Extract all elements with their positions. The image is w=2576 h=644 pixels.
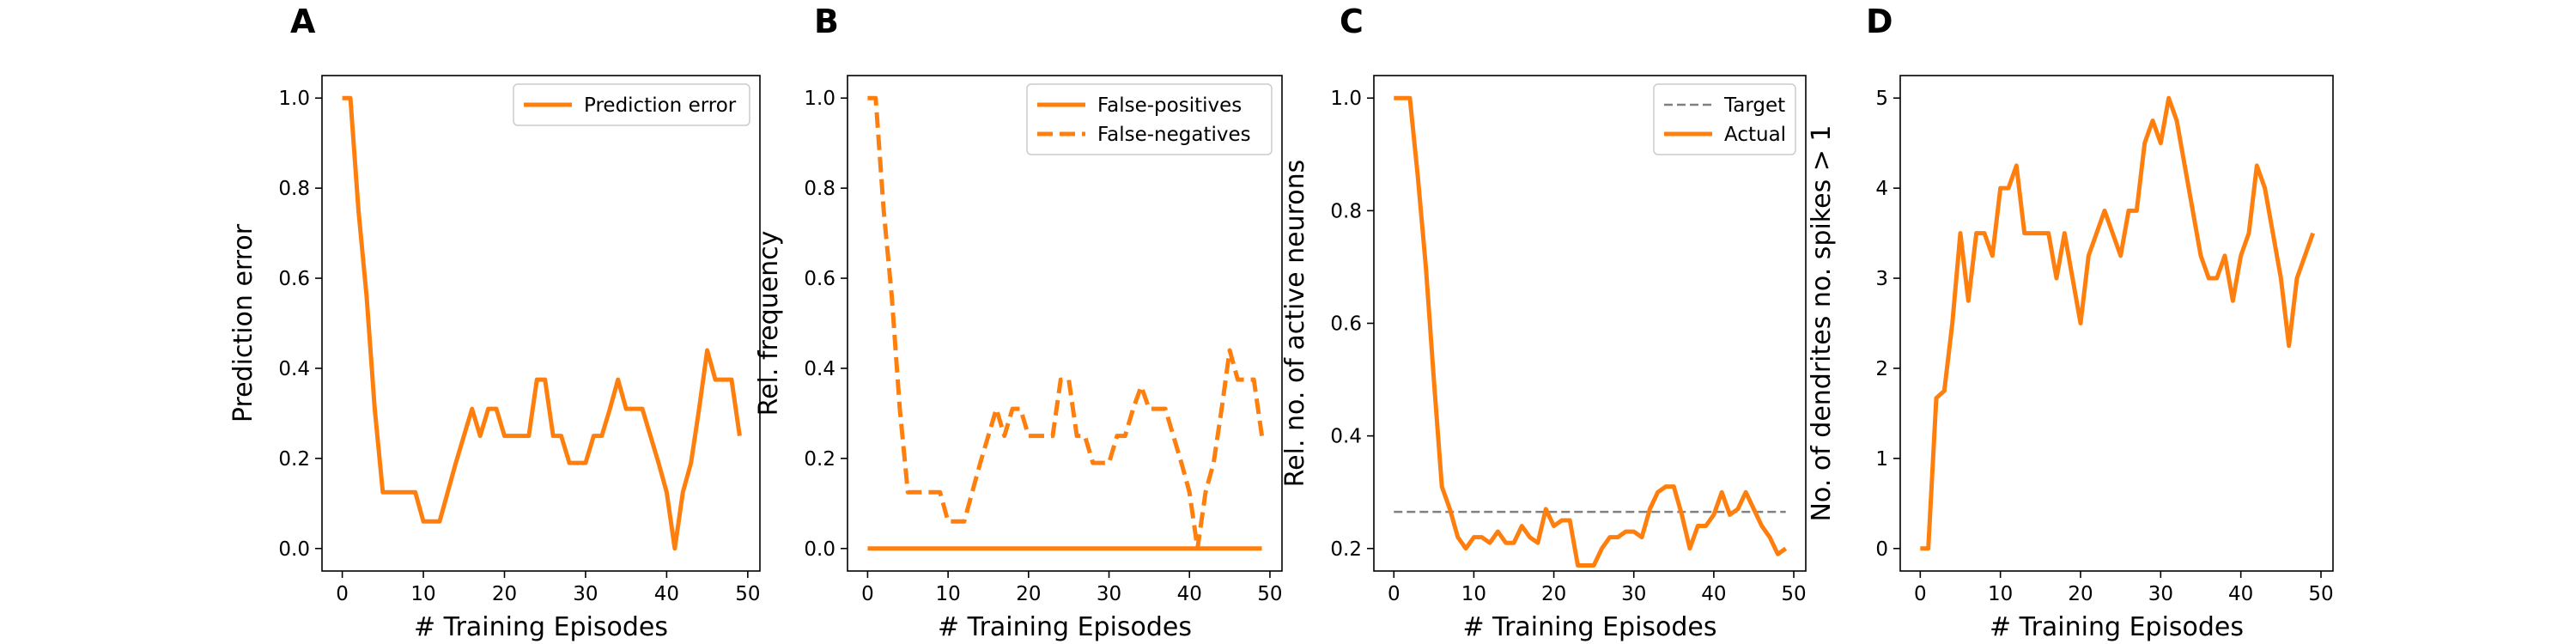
x-tick-label: 0 [1914, 583, 1927, 605]
y-tick-label: 1.0 [1330, 88, 1362, 110]
y-tick-label: 0.8 [278, 178, 310, 200]
series-line-false-negatives [867, 95, 1265, 551]
y-tick-label: 0.4 [1330, 426, 1362, 448]
legend-box [513, 83, 750, 126]
legend-entry: Target [1723, 94, 1785, 117]
y-tick-label: 0.2 [1330, 538, 1362, 561]
x-tick-label: 20 [492, 583, 517, 605]
series-line [1920, 95, 2316, 551]
x-tick-label: 10 [935, 583, 960, 605]
series-line-prediction-error [342, 95, 742, 551]
y-tick-label: 0.6 [804, 268, 835, 290]
legend-entry: False-positives [1097, 94, 1242, 117]
x-tick-label: 50 [2308, 583, 2333, 605]
legend-entry: Prediction error [584, 94, 737, 117]
x-tick-label: 40 [1177, 583, 1202, 605]
y-tick-label: 0.2 [804, 448, 835, 471]
x-tick-label: 0 [336, 583, 349, 605]
legend-entry: Actual [1724, 124, 1786, 146]
x-tick-label: 30 [1621, 583, 1646, 605]
y-tick-label: 0.0 [804, 538, 835, 561]
y-axis-label: Rel. frequency [754, 231, 784, 416]
x-tick-label: 50 [1257, 583, 1282, 605]
x-tick-label: 20 [2068, 583, 2093, 605]
x-axis-label: # Training Episodes [1990, 612, 2244, 642]
panel-letter: D [1866, 3, 1893, 40]
legend-box [1026, 83, 1273, 155]
y-tick-label: 0.0 [278, 538, 310, 561]
x-tick-label: 50 [735, 583, 760, 605]
x-tick-label: 10 [1461, 583, 1486, 605]
y-tick-label: 1.0 [278, 88, 310, 110]
x-tick-label: 40 [1701, 583, 1726, 605]
panel-letter: B [814, 3, 839, 40]
panel-b: B 0 10 20 30 40 50 0.0 0.2 0.4 0.6 0.8 1.0 # Training… [754, 3, 1283, 642]
legend-box [1653, 83, 1796, 155]
y-tick-label: 0.8 [804, 178, 835, 200]
axes-frame [1899, 75, 2334, 572]
y-tick-label: 0.4 [278, 358, 310, 380]
y-axis-label: Prediction error [228, 223, 258, 422]
x-tick-label: 0 [1388, 583, 1400, 605]
x-tick-label: 20 [1541, 583, 1566, 605]
x-tick-label: 20 [1016, 583, 1041, 605]
y-axis-label: No. of dendrites no. spikes > 1 [1807, 125, 1837, 521]
legend: False-positives False-negatives [1026, 83, 1273, 155]
x-tick-label: 30 [573, 583, 598, 605]
x-tick-label: 30 [2148, 583, 2173, 605]
x-tick-label: 10 [1988, 583, 2013, 605]
panel-c: C 0 10 20 30 40 50 0.2 0.4 0.6 0.8 1.0 # Training Ep… [1280, 3, 1807, 642]
legend: Prediction error [513, 83, 750, 126]
y-axis-label: Rel. no. of active neurons [1280, 160, 1310, 488]
panel-letter: A [290, 3, 316, 40]
panel-d: D 0 10 20 30 40 50 0 1 2 3 4 5 # Training Episodes No.… [1807, 3, 2334, 642]
y-tick-label: 0.4 [804, 358, 835, 380]
series-line-actual [1394, 95, 1788, 568]
y-tick-label: 0.6 [278, 268, 310, 290]
x-tick-label: 40 [2228, 583, 2253, 605]
legend: Target Actual [1653, 83, 1796, 155]
x-axis-label: # Training Episodes [938, 612, 1192, 642]
y-tick-label: 3 [1875, 268, 1888, 290]
x-tick-label: 30 [1097, 583, 1121, 605]
y-tick-label: 0.2 [278, 448, 310, 471]
y-tick-label: 0.6 [1330, 313, 1362, 336]
x-tick-label: 40 [654, 583, 679, 605]
axes-frame [847, 75, 1283, 572]
x-axis-label: # Training Episodes [1462, 612, 1716, 642]
y-tick-label: 0.8 [1330, 200, 1362, 222]
y-tick-label: 2 [1875, 358, 1888, 380]
x-tick-label: 0 [861, 583, 874, 605]
axes-frame [321, 75, 761, 572]
y-tick-label: 5 [1875, 88, 1888, 110]
legend-entry: False-negatives [1097, 124, 1251, 146]
y-tick-label: 4 [1875, 178, 1888, 200]
y-tick-label: 1.0 [804, 88, 835, 110]
x-tick-label: 10 [410, 583, 435, 605]
x-tick-label: 50 [1781, 583, 1806, 605]
panel-letter: C [1340, 3, 1364, 40]
y-tick-label: 1 [1875, 448, 1888, 471]
x-axis-label: # Training Episodes [414, 612, 668, 642]
y-tick-label: 0 [1875, 538, 1888, 561]
panel-a: A 0 10 20 30 40 50 0.0 0.2 0.4 0.6 0.8 1.0 # Training… [228, 3, 761, 642]
